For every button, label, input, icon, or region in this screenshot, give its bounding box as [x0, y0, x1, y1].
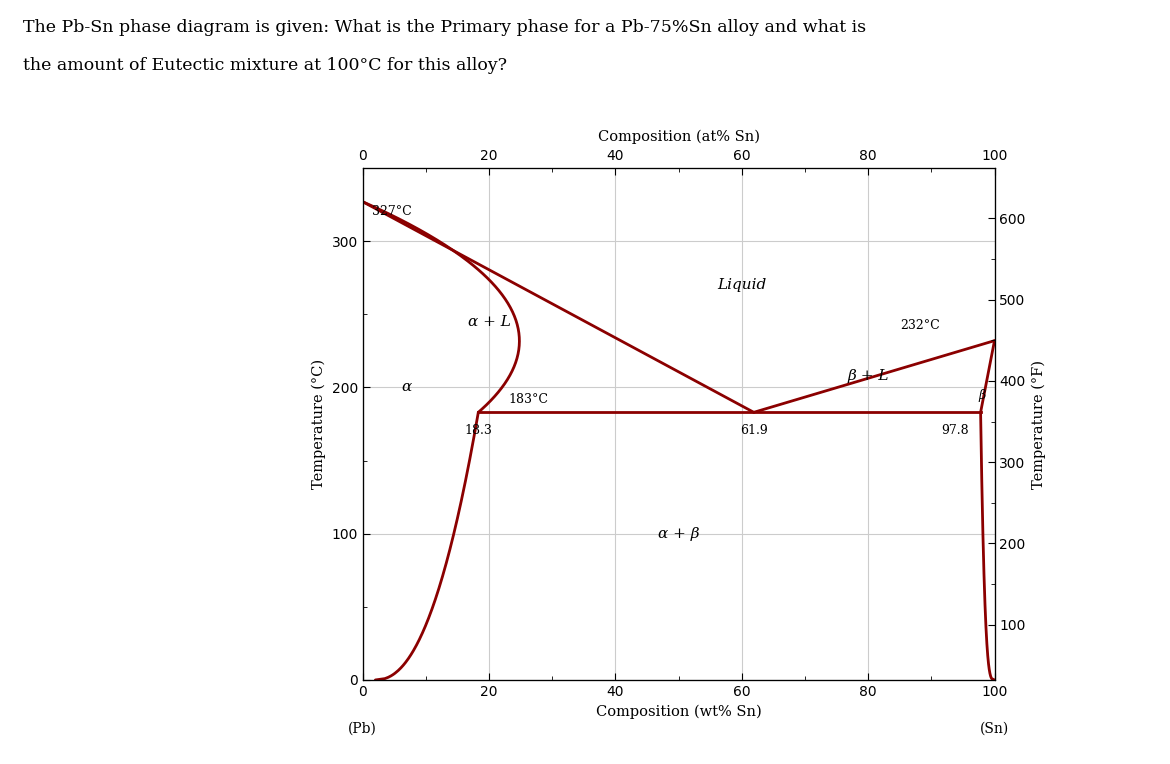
Text: β + L: β + L [847, 369, 889, 383]
Text: β: β [979, 389, 986, 402]
Y-axis label: Temperature (°F): Temperature (°F) [1031, 360, 1046, 488]
Text: α: α [401, 380, 412, 394]
Text: α + L: α + L [468, 315, 510, 329]
Text: the amount of Eutectic mixture at 100°C for this alloy?: the amount of Eutectic mixture at 100°C … [23, 57, 508, 74]
Text: Liquid: Liquid [717, 278, 766, 292]
Text: The Pb-Sn phase diagram is given: What is the Primary phase for a Pb-75%Sn alloy: The Pb-Sn phase diagram is given: What i… [23, 19, 867, 36]
Text: 232°C: 232°C [900, 319, 940, 332]
Text: 327°C: 327°C [372, 205, 412, 218]
Text: α + β: α + β [658, 526, 700, 541]
Y-axis label: Temperature (°C): Temperature (°C) [311, 359, 326, 489]
Text: 183°C: 183°C [508, 393, 548, 406]
Text: (Sn): (Sn) [980, 722, 1009, 736]
Text: (Pb): (Pb) [349, 722, 377, 736]
X-axis label: Composition (at% Sn): Composition (at% Sn) [598, 129, 759, 144]
Text: 18.3: 18.3 [464, 424, 493, 437]
X-axis label: Composition (wt% Sn): Composition (wt% Sn) [596, 704, 762, 719]
Text: 61.9: 61.9 [739, 424, 768, 437]
Text: 97.8: 97.8 [942, 424, 969, 437]
